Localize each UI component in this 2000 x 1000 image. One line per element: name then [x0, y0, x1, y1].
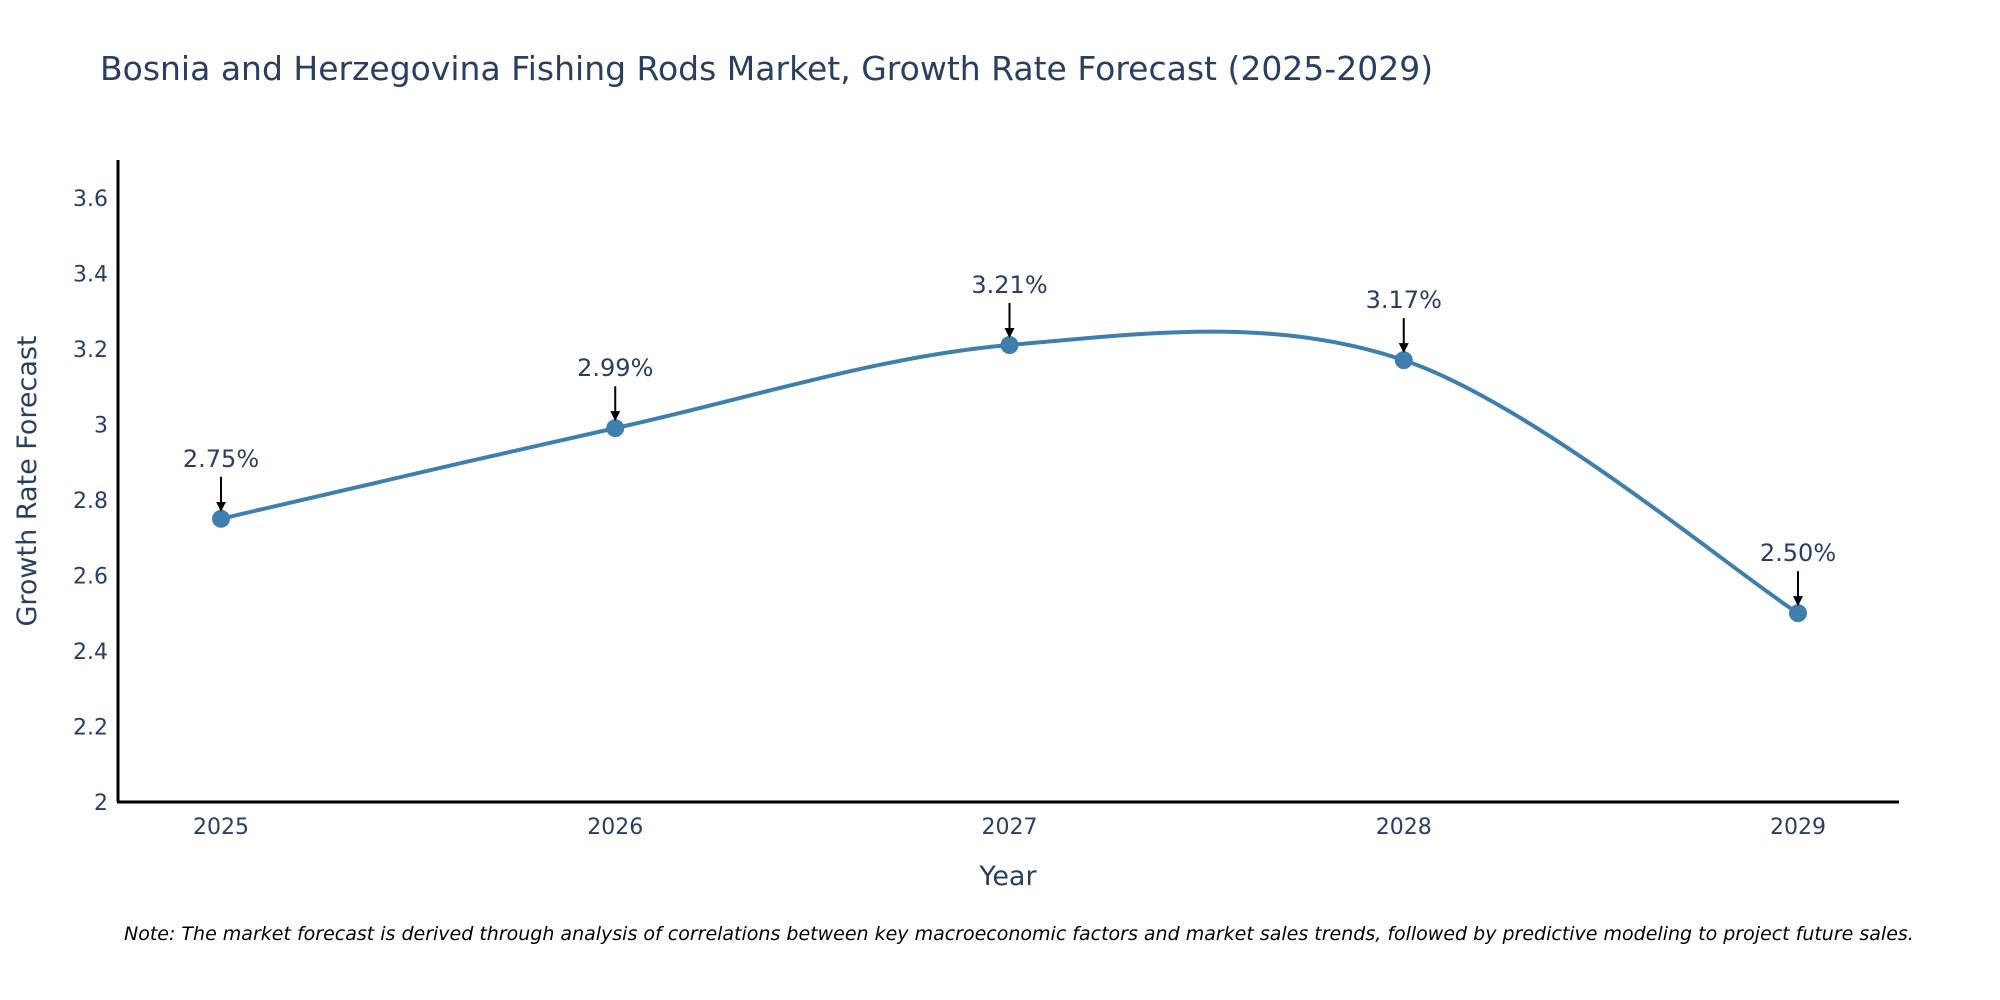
- data-point-marker: [1789, 604, 1807, 623]
- y-tick-label: 3.6: [73, 187, 108, 212]
- x-tick-label: 2025: [193, 815, 249, 840]
- y-tick-label: 2.2: [73, 715, 108, 740]
- y-axis-ticks: 2 2.2 2.4 2.6 2.8 3 3.2 3.4 3.6: [73, 187, 108, 816]
- data-point-marker: [1000, 336, 1019, 355]
- data-label: 3.21%: [971, 271, 1047, 299]
- y-tick-label: 2.4: [73, 640, 108, 665]
- y-tick-label: 3.2: [73, 338, 108, 363]
- chart-note: Note: The market forecast is derived thr…: [124, 923, 1914, 945]
- data-point-marker: [212, 509, 230, 528]
- y-tick-label: 3.4: [73, 262, 108, 287]
- data-label: 2.50%: [1760, 539, 1836, 567]
- y-tick-label: 2.6: [73, 564, 108, 589]
- chart-title: Bosnia and Herzegovina Fishing Rods Mark…: [100, 49, 1433, 88]
- y-axis-title: Growth Rate Forecast: [12, 335, 43, 626]
- x-tick-label: 2029: [1770, 815, 1826, 840]
- data-markers: [212, 336, 1807, 623]
- data-annotations: 2.75% 2.99% 3.21% 3.17% 2.50%: [183, 271, 1836, 607]
- data-label: 2.99%: [577, 354, 653, 382]
- data-label: 3.17%: [1366, 286, 1442, 314]
- data-label: 2.75%: [183, 445, 259, 473]
- y-tick-label: 3: [94, 413, 108, 438]
- data-point-marker: [606, 419, 625, 438]
- x-tick-label: 2026: [587, 815, 643, 840]
- data-point-marker: [1394, 351, 1413, 370]
- y-tick-label: 2: [94, 791, 108, 816]
- series-line: [220, 329, 1800, 615]
- x-axis-title: Year: [978, 861, 1037, 892]
- x-tick-label: 2027: [982, 815, 1038, 840]
- y-tick-label: 2.8: [73, 489, 108, 514]
- x-axis-ticks: 2025 2026 2027 2028 2029: [193, 815, 1826, 840]
- x-tick-label: 2028: [1376, 815, 1432, 840]
